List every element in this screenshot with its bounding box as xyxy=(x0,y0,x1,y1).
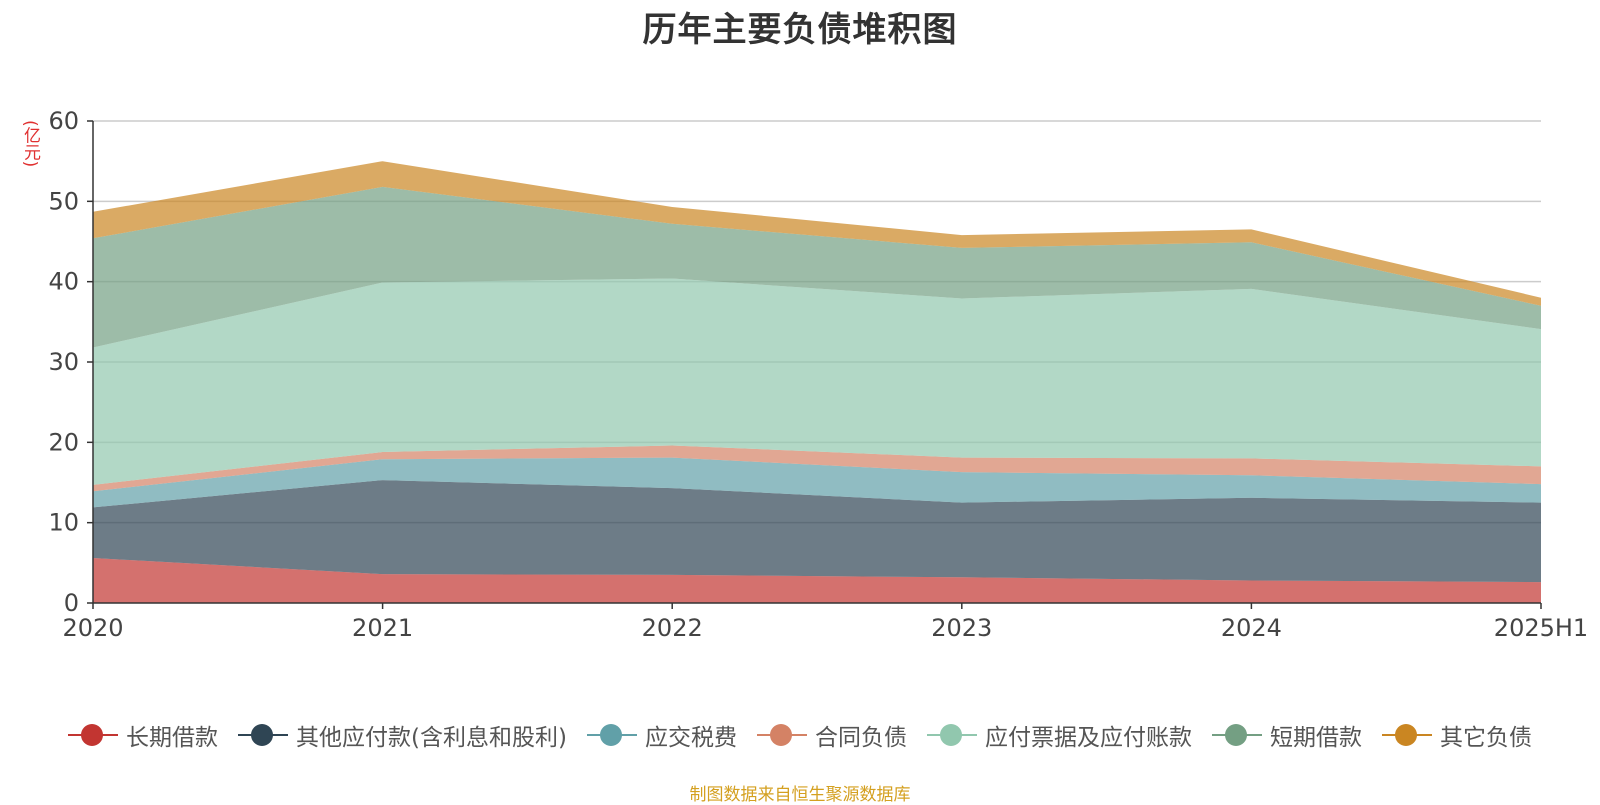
legend-label: 应付票据及应付账款 xyxy=(984,725,1192,751)
legend-item-2[interactable]: 应交税费 xyxy=(586,718,737,752)
legend-label: 其他应付款(含利息和股利) xyxy=(296,725,567,751)
chart-title: 历年主要负债堆积图 xyxy=(642,10,958,50)
x-tick-label: 2021 xyxy=(352,614,413,642)
area-series-4 xyxy=(93,278,1541,485)
legend-marker-icon xyxy=(586,723,637,747)
legend-marker-icon xyxy=(238,723,289,747)
legend-marker-icon xyxy=(756,723,807,747)
y-tick-label: 20 xyxy=(48,428,79,456)
legend-marker-dot xyxy=(599,724,622,746)
area-series-3 xyxy=(93,445,1541,492)
legend-item-5[interactable]: 短期借款 xyxy=(1211,718,1362,752)
legend-label: 合同负债 xyxy=(814,725,907,751)
legend-marker-dot xyxy=(251,724,274,746)
legend-marker-icon xyxy=(1211,723,1262,747)
y-tick-label: 0 xyxy=(64,589,79,617)
legend-marker-dot xyxy=(81,724,104,746)
legend-item-0[interactable]: 长期借款 xyxy=(68,718,218,752)
legend-item-3[interactable]: 合同负债 xyxy=(756,718,907,752)
y-tick-label: 50 xyxy=(48,187,79,215)
legend-label: 其它负债 xyxy=(1439,725,1532,751)
y-tick-label: 10 xyxy=(48,509,79,537)
y-tick-label: 40 xyxy=(48,268,79,296)
area-series-6 xyxy=(93,161,1541,306)
area-series-2 xyxy=(93,457,1541,508)
legend-marker-dot xyxy=(939,724,962,746)
legend-marker-dot xyxy=(1224,724,1247,746)
legend-label: 长期借款 xyxy=(126,725,219,751)
data-source-footer: 制图数据来自恒生聚源数据库 xyxy=(689,785,911,805)
legend-marker-icon xyxy=(68,723,119,747)
legend: 长期借款 其他应付款(含利息和股利) 应交税费 合同负债 应付票据及应付账款 短期借款 其它… xyxy=(0,718,1600,752)
area-series-1 xyxy=(93,480,1541,583)
legend-item-6[interactable]: 其它负债 xyxy=(1381,718,1532,752)
area-series-5 xyxy=(93,186,1541,348)
y-axis-unit-label: (亿元) xyxy=(20,120,40,168)
legend-marker-dot xyxy=(769,724,792,746)
stacked-areas xyxy=(93,161,1541,603)
legend-item-4[interactable]: 应付票据及应付账款 xyxy=(926,718,1192,752)
legend-marker-icon xyxy=(1381,723,1432,747)
x-tick-label: 2020 xyxy=(62,614,123,642)
y-tick-label: 30 xyxy=(48,348,79,376)
legend-item-1[interactable]: 其他应付款(含利息和股利) xyxy=(238,718,567,752)
x-tick-label: 2024 xyxy=(1221,614,1282,642)
y-tick-label: 60 xyxy=(48,107,79,135)
legend-marker-icon xyxy=(926,723,977,747)
x-tick-label: 2023 xyxy=(931,614,992,642)
x-tick-label: 2025H1 xyxy=(1494,614,1588,642)
x-tick-label: 2022 xyxy=(642,614,703,642)
area-series-0 xyxy=(93,558,1541,603)
legend-label: 应交税费 xyxy=(644,725,737,751)
legend-label: 短期借款 xyxy=(1269,725,1362,751)
legend-marker-dot xyxy=(1394,724,1417,746)
